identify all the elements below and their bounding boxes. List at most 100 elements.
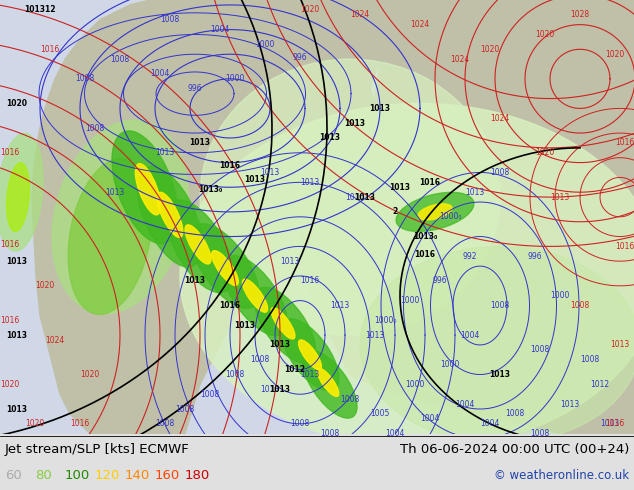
Ellipse shape [191, 224, 259, 308]
Ellipse shape [112, 131, 178, 244]
Text: 1008: 1008 [531, 429, 550, 438]
Text: 1012: 1012 [285, 365, 306, 374]
Text: Jet stream/SLP [kts] ECMWF: Jet stream/SLP [kts] ECMWF [5, 443, 190, 456]
Text: 140: 140 [125, 469, 150, 483]
Text: 2: 2 [392, 207, 398, 217]
Text: 1000: 1000 [550, 291, 570, 300]
Text: 1008: 1008 [225, 370, 245, 379]
Text: 1028: 1028 [571, 10, 590, 19]
Text: 1013: 1013 [301, 370, 320, 379]
Text: 1013: 1013 [105, 188, 125, 196]
Ellipse shape [0, 133, 43, 251]
Ellipse shape [200, 59, 500, 335]
Text: 1008: 1008 [490, 168, 510, 177]
Text: 1016: 1016 [616, 138, 634, 147]
Text: 1024: 1024 [490, 114, 510, 123]
Text: 1000: 1000 [405, 380, 425, 389]
Text: 1008: 1008 [250, 355, 269, 364]
Text: 1013: 1013 [155, 148, 174, 157]
Text: 1013: 1013 [6, 257, 27, 266]
Text: 1020: 1020 [1, 380, 20, 389]
Text: 1013: 1013 [269, 341, 290, 349]
Ellipse shape [303, 351, 357, 418]
Text: 1024: 1024 [351, 10, 370, 19]
Text: 1008: 1008 [320, 429, 340, 438]
Text: 1016: 1016 [1, 148, 20, 157]
Polygon shape [32, 0, 380, 434]
Text: 1024: 1024 [46, 336, 65, 344]
Text: 1020: 1020 [535, 148, 555, 157]
Text: 1013: 1013 [550, 193, 569, 201]
Ellipse shape [281, 319, 339, 391]
Text: 1005: 1005 [370, 410, 390, 418]
Ellipse shape [157, 192, 183, 238]
Text: 1020: 1020 [605, 49, 624, 59]
Ellipse shape [52, 120, 188, 314]
Text: 1013: 1013 [489, 370, 510, 379]
Text: 1000: 1000 [400, 296, 420, 305]
Text: 1000: 1000 [225, 74, 245, 83]
Text: 1004: 1004 [150, 70, 170, 78]
Text: 1008: 1008 [340, 394, 359, 404]
Text: 1013: 1013 [235, 321, 256, 330]
Text: 996: 996 [432, 276, 448, 285]
Ellipse shape [242, 279, 268, 312]
Text: © weatheronline.co.uk: © weatheronline.co.uk [494, 469, 629, 483]
Ellipse shape [360, 246, 634, 443]
Polygon shape [300, 0, 634, 434]
Text: 1008: 1008 [490, 301, 510, 310]
Text: 1008: 1008 [176, 405, 195, 414]
Text: 1008: 1008 [505, 410, 524, 418]
Text: 1013: 1013 [600, 419, 619, 428]
Ellipse shape [418, 204, 452, 220]
Text: 1000: 1000 [256, 40, 275, 49]
Ellipse shape [180, 103, 634, 448]
Text: 1013: 1013 [280, 257, 300, 266]
Text: 1013: 1013 [320, 133, 340, 143]
Text: 101312: 101312 [24, 5, 56, 14]
Text: 1013: 1013 [6, 331, 27, 340]
Text: 1020: 1020 [535, 30, 555, 39]
Text: 1012: 1012 [590, 380, 609, 389]
Text: 1024: 1024 [410, 20, 430, 29]
Text: 1020: 1020 [301, 5, 320, 14]
Text: 1013: 1013 [465, 188, 484, 196]
Text: 1013: 1013 [330, 301, 349, 310]
Text: 1008: 1008 [290, 419, 309, 428]
Text: 1016: 1016 [301, 276, 320, 285]
Text: Th 06-06-2024 00:00 UTC (00+24): Th 06-06-2024 00:00 UTC (00+24) [399, 443, 629, 456]
Text: 1016: 1016 [346, 193, 365, 201]
Text: 1020: 1020 [25, 419, 44, 428]
Text: 1013: 1013 [365, 331, 385, 340]
Text: 80: 80 [35, 469, 52, 483]
Text: 1016: 1016 [605, 419, 624, 428]
Text: 992: 992 [463, 252, 477, 261]
Text: 996: 996 [188, 84, 202, 93]
Ellipse shape [167, 200, 233, 293]
Text: 1013: 1013 [370, 104, 391, 113]
Ellipse shape [68, 159, 152, 315]
Text: 1016: 1016 [1, 316, 20, 325]
Text: 1020: 1020 [481, 45, 500, 54]
Text: 1016: 1016 [415, 250, 436, 259]
Text: 1013: 1013 [269, 385, 290, 394]
Text: 180: 180 [185, 469, 210, 483]
Ellipse shape [212, 251, 238, 286]
Text: 1008: 1008 [200, 390, 219, 399]
Text: 1004: 1004 [455, 399, 475, 409]
Text: 1016: 1016 [70, 419, 89, 428]
Text: 1013: 1013 [261, 385, 280, 394]
Text: 100: 100 [65, 469, 90, 483]
Ellipse shape [271, 308, 295, 339]
Text: 1016: 1016 [1, 240, 20, 249]
Text: 1008: 1008 [160, 15, 179, 24]
Text: 1016: 1016 [41, 45, 60, 54]
Ellipse shape [254, 287, 316, 363]
Text: 1008: 1008 [110, 54, 129, 64]
Text: 1000₀: 1000₀ [374, 316, 396, 325]
Ellipse shape [299, 340, 321, 370]
Text: 1013: 1013 [389, 183, 410, 192]
Text: 1020: 1020 [81, 370, 100, 379]
Text: 1013: 1013 [611, 341, 630, 349]
Text: 160: 160 [155, 469, 180, 483]
